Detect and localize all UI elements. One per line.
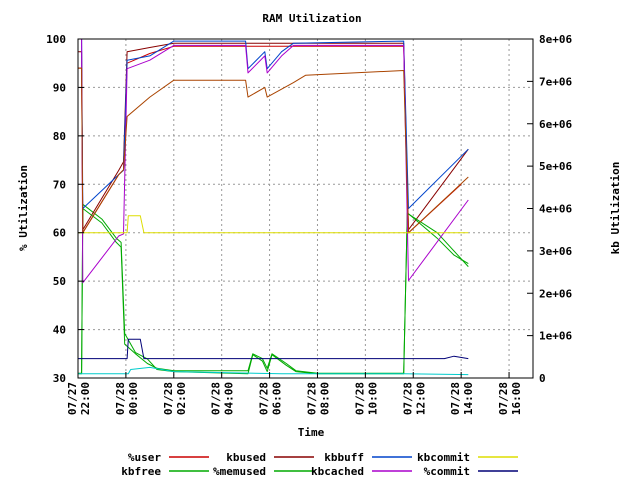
x-tick-date: 07/28: [497, 382, 510, 415]
chart-title: RAM Utilization: [262, 12, 361, 25]
x-tick-date: 07/28: [305, 382, 318, 415]
x-axis-ticks: 07/27 22:00 07/28 00:00 07/28 02:00 07/28 04:00…: [66, 372, 523, 415]
x-tick-date: 07/28: [258, 382, 271, 415]
plot-frame: [77, 38, 534, 379]
series-kbfree: [78, 203, 469, 375]
y-right-tick-label: 2e+06: [539, 287, 572, 300]
x-tick-time: 12:00: [414, 382, 427, 415]
series-kbcached: [78, 38, 469, 284]
y-right-tick-label: 4e+06: [539, 203, 572, 216]
y-right-tick-label: 6e+06: [539, 118, 572, 131]
x-tick-date: 07/28: [401, 382, 414, 415]
x-tick-time: 06:00: [271, 382, 284, 415]
series-lines: [78, 38, 469, 376]
y-right-tick-label: 5e+06: [539, 160, 572, 173]
y-right-tick-label: 1e+06: [539, 330, 572, 343]
legend: %user kbused kbbuff kbcommit kbfree %memused k…: [121, 451, 518, 478]
x-tick-time: 02:00: [175, 382, 188, 415]
x-tick-date: 07/28: [449, 382, 462, 415]
grid: [78, 39, 533, 378]
series-pct-memused: [78, 208, 469, 374]
series-kbcommit: [78, 366, 469, 376]
legend-label: kbcommit: [417, 451, 470, 464]
x-tick-time: 10:00: [366, 382, 379, 415]
x-tick-date: 07/28: [162, 382, 175, 415]
x-tick-time: 00:00: [127, 382, 140, 415]
series-kbbuff: [78, 38, 469, 209]
legend-label: kbfree: [121, 465, 161, 478]
y-axis-right-ticks: 0 1e+06 2e+06 3e+06 4e+06 5e+06 6e+06 7e+06 8e+0…: [527, 33, 572, 385]
x-tick-date: 07/27: [66, 382, 79, 415]
y-right-tick-label: 0: [539, 372, 546, 385]
x-tick-date: 07/28: [114, 382, 127, 415]
legend-label: kbbuff: [324, 451, 364, 464]
y-left-tick-label: 30: [53, 372, 66, 385]
x-tick-time: 22:00: [79, 382, 92, 415]
series-kbcommit: [78, 215, 469, 234]
x-tick-time: 14:00: [462, 382, 475, 415]
legend-label: %user: [128, 451, 161, 464]
y-right-tick-label: 7e+06: [539, 75, 572, 88]
y-axis-left-ticks: 30 40 50 60 70 80 90 100: [46, 33, 84, 385]
series-pct-commit: [78, 338, 469, 360]
y-axis-right-label: kb Utilization: [609, 162, 622, 255]
legend-label: kbcached: [311, 465, 364, 478]
x-tick-time: 08:00: [318, 382, 331, 415]
x-tick-time: 04:00: [223, 382, 236, 415]
y-left-tick-label: 90: [53, 81, 66, 94]
legend-label: %commit: [424, 465, 470, 478]
x-tick-date: 07/28: [210, 382, 223, 415]
y-left-tick-label: 50: [53, 275, 66, 288]
legend-label: %memused: [213, 465, 266, 478]
y-axis-left-label: % Utilization: [17, 165, 30, 251]
series-kbused: [78, 42, 469, 231]
y-right-tick-label: 3e+06: [539, 245, 572, 258]
y-left-tick-label: 80: [53, 130, 66, 143]
y-left-tick-label: 70: [53, 178, 66, 191]
x-axis-label: Time: [298, 426, 325, 439]
y-right-tick-label: 8e+06: [539, 33, 572, 46]
y-left-tick-label: 40: [53, 324, 66, 337]
y-left-tick-label: 100: [46, 33, 66, 46]
y-left-tick-label: 60: [53, 227, 66, 240]
series-pct-commit: [78, 67, 469, 234]
legend-label: kbused: [226, 451, 266, 464]
x-tick-date: 07/28: [353, 382, 366, 415]
x-tick-time: 16:00: [510, 382, 523, 415]
